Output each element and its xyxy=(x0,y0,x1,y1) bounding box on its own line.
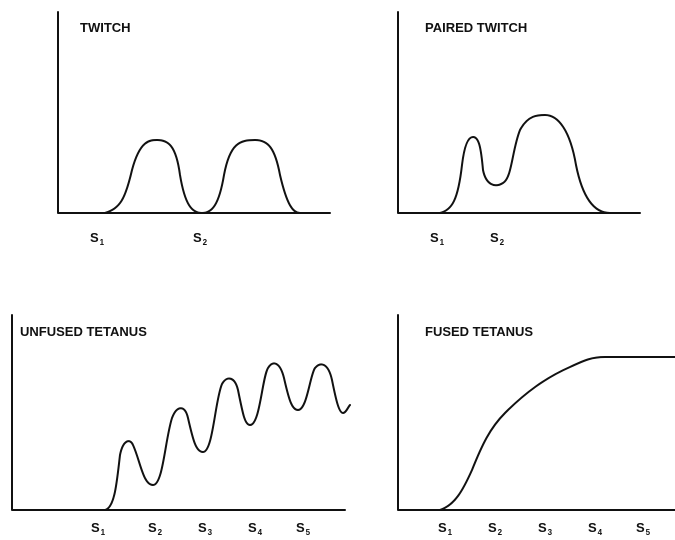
stimulus-subscript: 4 xyxy=(598,528,603,537)
stimulus-letter: S xyxy=(91,520,100,535)
stimulus-label: S1 xyxy=(438,520,453,537)
stimulus-subscript: 3 xyxy=(208,528,213,537)
stimulus-label: S2 xyxy=(148,520,163,537)
stimulus-letter: S xyxy=(588,520,597,535)
stimulus-label: S4 xyxy=(248,520,263,537)
stimulus-letter: S xyxy=(438,520,447,535)
stimulus-subscript: 2 xyxy=(498,528,503,537)
stimulus-label: S3 xyxy=(198,520,213,537)
stimulus-letter: S xyxy=(90,230,99,245)
twitch-curve xyxy=(104,139,301,214)
stimulus-letter: S xyxy=(636,520,645,535)
stimulus-subscript: 2 xyxy=(500,238,505,247)
axes xyxy=(11,314,346,511)
panel-paired-twitch: PAIRED TWITCH xyxy=(397,11,641,214)
paired-twitch-curve xyxy=(439,114,611,214)
stimulus-letter: S xyxy=(248,520,257,535)
stimulus-letter: S xyxy=(193,230,202,245)
stimulus-letter: S xyxy=(296,520,305,535)
stimulus-letter: S xyxy=(148,520,157,535)
stimulus-label: S5 xyxy=(636,520,651,537)
axes xyxy=(397,314,675,511)
stimulus-letter: S xyxy=(488,520,497,535)
stimulus-label: S3 xyxy=(538,520,553,537)
stimulus-letter: S xyxy=(490,230,499,245)
stimulus-subscript: 5 xyxy=(646,528,651,537)
stimulus-label: S2 xyxy=(488,520,503,537)
stimulus-label: S5 xyxy=(296,520,311,537)
stimulus-label: S1 xyxy=(90,230,105,247)
stimulus-subscript: 3 xyxy=(548,528,553,537)
panel-unfused-tetanus: UNFUSED TETANUS xyxy=(11,314,351,511)
stimulus-subscript: 2 xyxy=(203,238,208,247)
stimulus-subscript: 5 xyxy=(306,528,311,537)
stimulus-label: S4 xyxy=(588,520,603,537)
panel-fused-tetanus: FUSED TETANUS xyxy=(397,314,675,511)
unfused-tetanus-curve xyxy=(104,362,351,511)
stimulus-label: S1 xyxy=(91,520,106,537)
stimulus-subscript: 1 xyxy=(100,238,105,247)
axes xyxy=(57,11,331,214)
panel-title: FUSED TETANUS xyxy=(425,324,533,339)
stimulus-letter: S xyxy=(538,520,547,535)
stimulus-subscript: 4 xyxy=(258,528,263,537)
stimulus-letter: S xyxy=(430,230,439,245)
stimulus-subscript: 2 xyxy=(158,528,163,537)
stimulus-letter: S xyxy=(198,520,207,535)
stimulus-subscript: 1 xyxy=(448,528,453,537)
stimulus-label: S2 xyxy=(490,230,505,247)
stimulus-subscript: 1 xyxy=(101,528,106,537)
axes xyxy=(397,11,641,214)
panel-twitch: TWITCH xyxy=(57,11,331,214)
fused-tetanus-curve xyxy=(439,356,675,511)
panel-title: TWITCH xyxy=(80,20,131,35)
panel-title: UNFUSED TETANUS xyxy=(20,324,147,339)
stimulus-subscript: 1 xyxy=(440,238,445,247)
panel-title: PAIRED TWITCH xyxy=(425,20,527,35)
stimulus-label: S2 xyxy=(193,230,208,247)
stimulus-label: S1 xyxy=(430,230,445,247)
